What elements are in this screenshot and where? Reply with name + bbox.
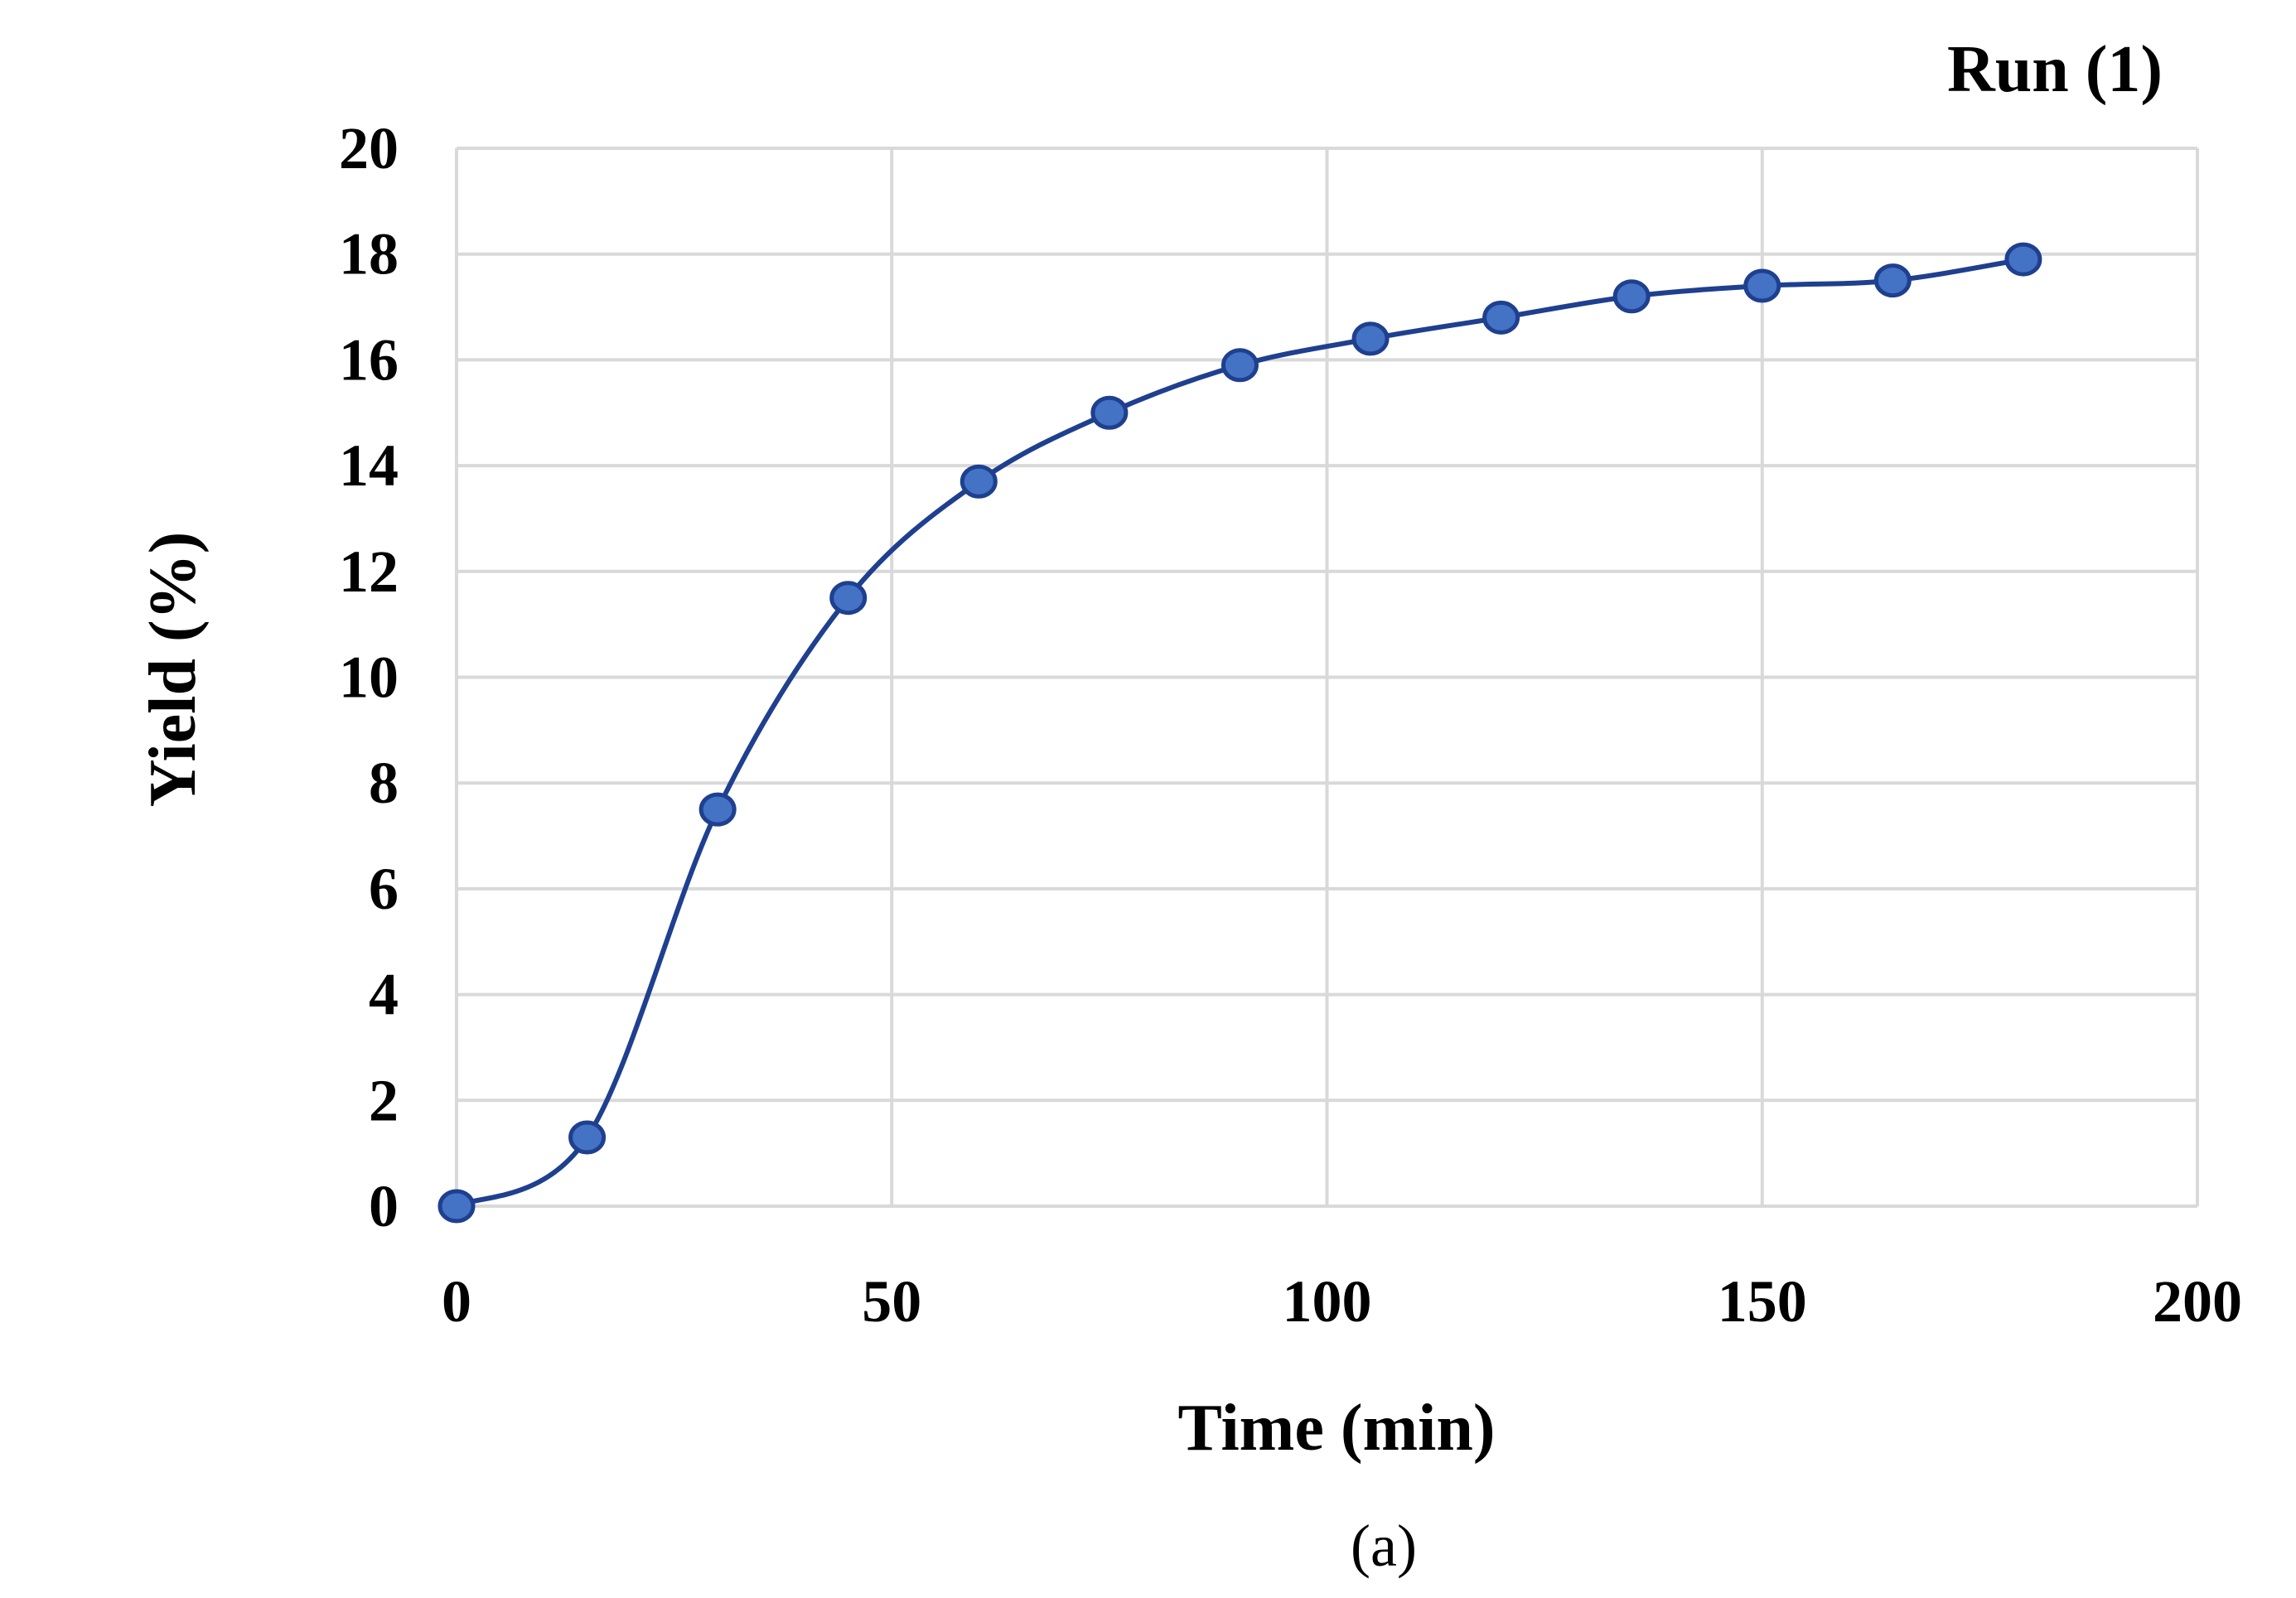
data-point	[1090, 395, 1129, 430]
y-tick-label: 20	[339, 115, 399, 181]
x-tick-label: 200	[2153, 1268, 2242, 1335]
x-tick-label: 150	[1718, 1268, 1807, 1335]
y-tick-label: 10	[339, 645, 399, 711]
grid	[455, 147, 2199, 1208]
x-tick-label: 50	[862, 1268, 921, 1335]
y-tick-label: 4	[369, 962, 399, 1028]
y-tick-label: 18	[339, 221, 399, 287]
data-point	[568, 1120, 607, 1155]
y-tick-label: 16	[339, 326, 399, 393]
x-tick-label: 100	[1283, 1268, 1372, 1335]
data-point	[698, 792, 737, 827]
y-tick-label: 14	[339, 432, 399, 499]
x-tick-label: 0	[442, 1268, 471, 1335]
y-tick-label: 8	[369, 750, 399, 816]
chart-title: Run (1)	[1947, 33, 2163, 106]
data-point	[1351, 321, 1390, 356]
series-line	[455, 257, 2024, 1209]
figure-caption: (a)	[1351, 1513, 1417, 1579]
data-point	[1743, 268, 1781, 303]
y-tick-label: 6	[369, 856, 399, 922]
y-tick-label: 0	[369, 1173, 399, 1239]
data-point	[2004, 242, 2042, 277]
y-axis-label: Yield (%)	[137, 532, 210, 808]
x-axis-label: Time (min)	[1178, 1392, 1496, 1465]
data-point	[1221, 348, 1259, 383]
data-point	[1612, 279, 1651, 314]
data-points	[437, 242, 2042, 1224]
y-tick-label: 12	[339, 538, 399, 605]
y-tick-label: 2	[369, 1067, 399, 1133]
data-point	[1482, 300, 1520, 335]
data-point	[437, 1189, 476, 1224]
data-point	[959, 464, 998, 499]
data-point	[829, 581, 868, 616]
data-point	[1873, 263, 1912, 298]
